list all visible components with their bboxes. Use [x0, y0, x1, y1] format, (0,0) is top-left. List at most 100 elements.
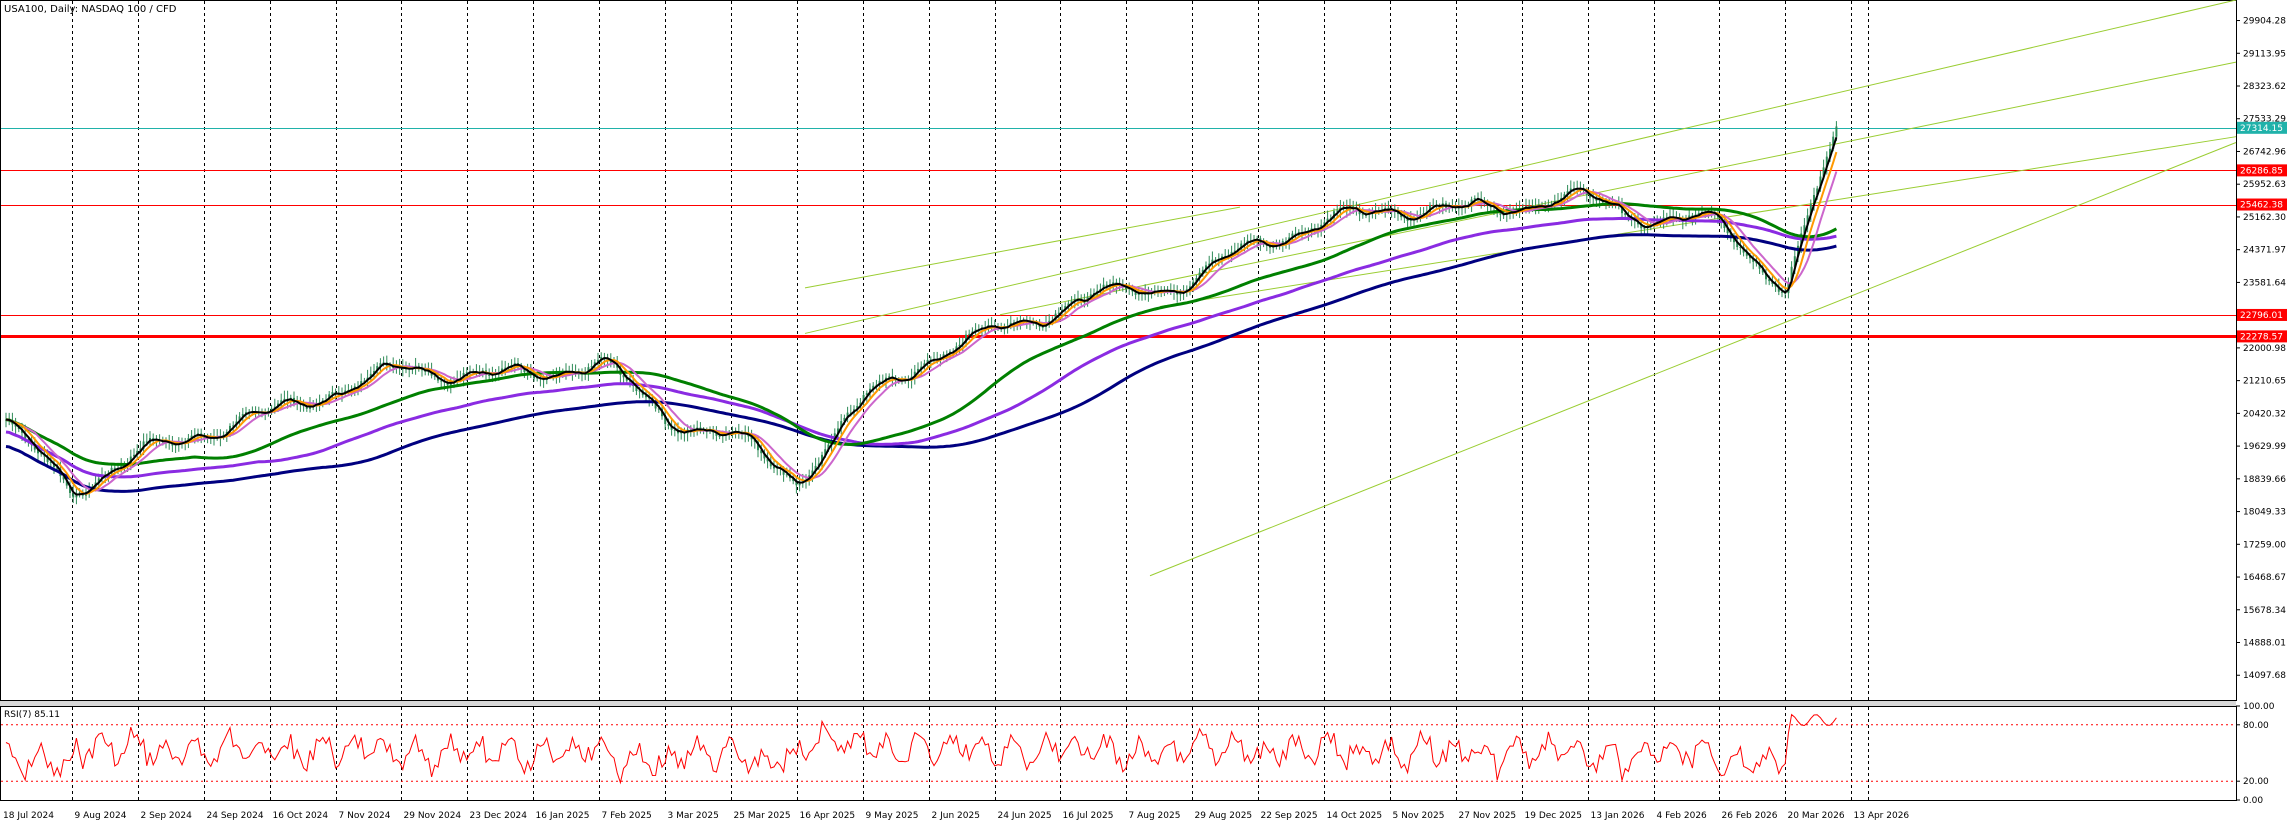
candle-body	[1243, 243, 1246, 245]
candle-body	[856, 405, 859, 410]
candle-body	[1624, 213, 1627, 215]
channel-line	[804, 0, 2237, 334]
price-tag-label: 22796.01	[2240, 311, 2283, 321]
candle-body	[1083, 301, 1086, 303]
candle-body	[846, 412, 849, 418]
candle-body	[1054, 313, 1057, 321]
candle-body	[1214, 259, 1217, 261]
candle-body	[1550, 203, 1553, 205]
candle-body	[917, 368, 919, 372]
price-pane	[0, 0, 2237, 701]
candle-body	[363, 380, 366, 382]
candle-body	[1829, 148, 1831, 157]
candle-body	[1473, 198, 1476, 200]
rsi-pane	[0, 706, 2237, 801]
candle-body	[625, 377, 628, 381]
candle-body	[1400, 213, 1403, 218]
candle-body	[1422, 213, 1425, 215]
y-tick-label: 15678.34	[2243, 606, 2286, 616]
candle-body	[1793, 256, 1796, 267]
candle-body	[865, 393, 868, 395]
candle-body	[827, 444, 830, 450]
candle-body	[670, 425, 673, 430]
y-tick-label: 25952.63	[2243, 180, 2286, 190]
candle-body	[142, 441, 145, 449]
rsi-tick-label: 80.00	[2243, 721, 2269, 731]
candle-body	[757, 441, 759, 451]
x-tick-label: 2 Jun 2025	[932, 811, 980, 821]
candle-body	[1429, 204, 1431, 212]
candle-body	[110, 467, 113, 474]
candle-body	[1089, 294, 1092, 297]
x-tick-label: 26 Feb 2026	[1722, 811, 1778, 821]
candle-body	[129, 456, 132, 463]
candle-body	[1323, 222, 1326, 225]
x-tick-label: 13 Jan 2026	[1591, 811, 1645, 821]
candle-body	[1736, 242, 1739, 248]
chart-title: USA100, Daily: NASDAQ 100 / CFD	[4, 4, 177, 15]
y-tick-label: 26742.96	[2243, 147, 2286, 157]
candle-body	[1361, 214, 1364, 216]
y-tick-label: 17259.00	[2243, 540, 2286, 550]
ma-20-line	[5, 171, 1838, 492]
candle-body	[1832, 136, 1835, 149]
candle-body	[654, 402, 657, 409]
candle-body	[1336, 210, 1339, 212]
x-tick-label: 24 Jun 2025	[998, 811, 1052, 821]
candle-body	[1816, 188, 1819, 195]
candle-body	[1233, 250, 1236, 252]
candle-body	[1749, 255, 1751, 259]
y-tick-label: 24371.97	[2243, 246, 2286, 256]
candle-body	[824, 449, 827, 455]
candle-body	[769, 461, 772, 467]
candle-body	[46, 456, 49, 462]
candle-body	[1589, 195, 1591, 198]
candle-body	[1813, 194, 1815, 204]
candle-body	[1070, 301, 1073, 304]
price-tag-label: 26286.85	[2240, 166, 2283, 176]
candle-body	[773, 466, 775, 469]
candle-body	[590, 366, 593, 368]
candle-body	[232, 425, 235, 427]
candle-body	[664, 416, 667, 425]
candle-body	[609, 360, 612, 363]
candle-body	[1112, 282, 1115, 285]
candle-body	[1563, 194, 1566, 198]
candle-body	[597, 359, 599, 363]
candle-body	[1768, 279, 1771, 282]
candle-body	[69, 485, 71, 493]
candle-body	[862, 394, 865, 403]
price-tag	[2237, 121, 2287, 134]
candle-body	[229, 425, 231, 432]
pane-separator	[0, 701, 2236, 706]
candle-body	[1803, 225, 1806, 234]
candle-body	[715, 432, 718, 436]
candle-body	[488, 374, 491, 376]
x-tick-label: 2 Sep 2024	[141, 811, 193, 821]
x-tick-label: 7 Aug 2025	[1129, 811, 1181, 821]
x-tick-label: 7 Feb 2025	[602, 811, 652, 821]
x-tick-label: 25 Mar 2025	[734, 811, 791, 821]
candle-body	[270, 408, 273, 411]
candle-body	[638, 390, 641, 392]
candle-body	[1499, 213, 1502, 215]
candle-body	[1179, 292, 1182, 295]
candle-body	[1720, 217, 1723, 223]
candle-body	[1205, 265, 1207, 270]
x-tick-label: 23 Dec 2024	[470, 811, 528, 821]
candle-body	[673, 429, 676, 431]
x-tick-label: 5 Nov 2025	[1393, 811, 1445, 821]
candle-body	[792, 478, 795, 482]
candle-body	[811, 470, 814, 476]
candle-body	[65, 479, 68, 486]
candle-body	[433, 375, 436, 377]
candle-body	[801, 480, 804, 482]
candle-body	[373, 371, 375, 374]
candle-body	[1569, 188, 1572, 192]
candle-body	[1752, 258, 1755, 262]
candle-body	[1825, 156, 1828, 168]
candle-body	[795, 481, 798, 486]
candle-body	[750, 436, 753, 440]
y-tick-label: 18839.66	[2243, 475, 2286, 485]
